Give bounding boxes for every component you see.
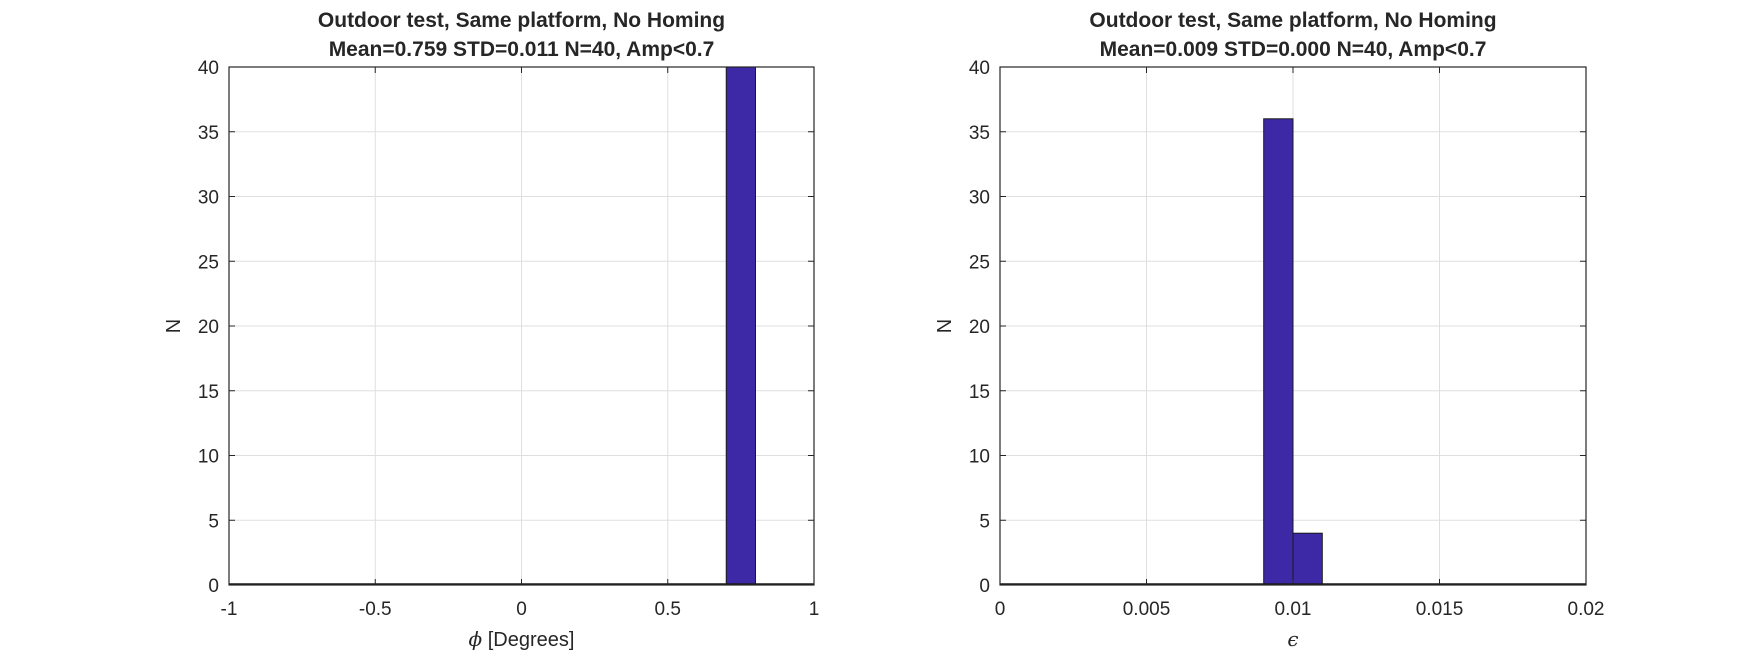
- y-tick-label: 15: [198, 382, 219, 403]
- y-tick-label: 0: [208, 576, 219, 597]
- y-tick-label: 5: [208, 511, 219, 532]
- y-tick-label: 40: [969, 58, 990, 79]
- chart-title: Outdoor test, Same platform, No Homing: [318, 9, 725, 32]
- y-axis-label: N: [163, 319, 185, 333]
- y-tick-label: 15: [969, 382, 990, 403]
- chart-subtitle: Mean=0.759 STD=0.011 N=40, Amp<0.7: [329, 38, 715, 61]
- chart-panel-2: 0 0.005 0.01 0.015 0.02 0 5 10 15 20 25 30 35 40 Outdo…: [934, 9, 1604, 651]
- x-tick-label: -1: [221, 599, 238, 620]
- x-tick-label: 1: [809, 599, 820, 620]
- y-axis-label: N: [934, 319, 956, 333]
- y-tick-label: 30: [969, 188, 990, 209]
- y-tick-label: 35: [969, 123, 990, 144]
- x-axis-symbol: ϕ: [469, 627, 483, 651]
- y-tick-label: 0: [979, 576, 990, 597]
- y-tick-label: 10: [969, 447, 990, 468]
- x-axis-unit: [Degrees]: [482, 629, 574, 651]
- x-tick-label: 0.005: [1123, 599, 1171, 620]
- y-tick-label: 5: [979, 511, 990, 532]
- y-tick-label: 35: [198, 123, 219, 144]
- x-tick-label: 0.02: [1568, 599, 1605, 620]
- x-axis-label: ϕ [Degrees]: [469, 627, 575, 651]
- histogram-bar: [725, 66, 756, 586]
- y-tick-label: 25: [969, 252, 990, 273]
- x-tick-label: 0.5: [655, 599, 681, 620]
- y-tick-label: 40: [198, 58, 219, 79]
- y-tick-label: 10: [198, 447, 219, 468]
- chart-title: Outdoor test, Same platform, No Homing: [1089, 9, 1496, 32]
- y-tick-label: 20: [198, 317, 219, 338]
- histogram-bar: [1263, 118, 1294, 586]
- x-tick-label: 0: [516, 599, 527, 620]
- x-tick-label: 0.01: [1275, 599, 1312, 620]
- x-axis-symbol: ϵ: [1287, 627, 1298, 651]
- x-axis-label: ϵ: [1287, 627, 1298, 651]
- y-tick-label: 30: [198, 188, 219, 209]
- histogram-bar: [1292, 532, 1323, 586]
- y-tick-label: 20: [969, 317, 990, 338]
- x-tick-label: 0: [995, 599, 1006, 620]
- chart-subtitle: Mean=0.009 STD=0.000 N=40, Amp<0.7: [1100, 38, 1487, 61]
- x-tick-label: 0.015: [1416, 599, 1464, 620]
- y-tick-label: 25: [198, 252, 219, 273]
- x-tick-label: -0.5: [359, 599, 392, 620]
